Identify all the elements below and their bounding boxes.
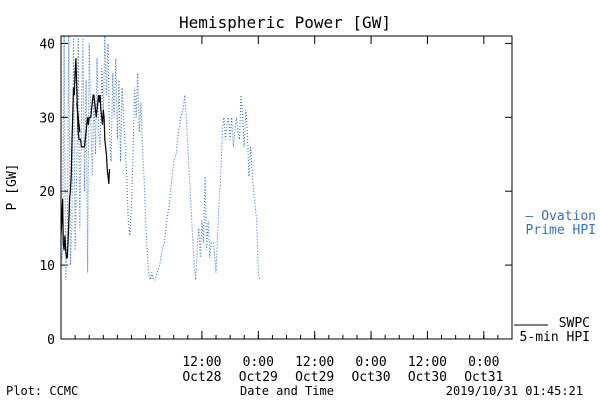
legend-swpc-line2: 5-min HPI xyxy=(520,330,590,345)
legend-ovation-line2: Prime HPI xyxy=(526,223,596,238)
ovation-prime-series-line xyxy=(61,36,261,281)
x-tick-label-time: 12:00 xyxy=(182,355,221,370)
y-axis: 0 10 20 30 40 xyxy=(39,37,512,348)
x-axis: 12:00Oct280:00Oct2912:00Oct290:00Oct3012… xyxy=(60,36,513,385)
legend-ovation-line1: — Ovation xyxy=(526,209,596,224)
x-tick-label-date: Oct29 xyxy=(295,370,334,385)
x-tick-label-date: Oct31 xyxy=(464,370,503,385)
x-tick-label-date: Oct28 xyxy=(182,370,221,385)
y-tick-label: 10 xyxy=(39,259,55,274)
x-tick-label-date: Oct30 xyxy=(408,370,447,385)
y-axis-label: P [GW] xyxy=(5,164,20,211)
swpc-hpi-series-segment xyxy=(76,102,81,133)
x-tick-label-time: 12:00 xyxy=(408,355,447,370)
x-tick-label-time: 0:00 xyxy=(243,355,274,370)
plot-credit: Plot: CCMC xyxy=(6,384,78,398)
legend-swpc-line1: SWPC xyxy=(559,316,590,331)
chart-title: Hemispheric Power [GW] xyxy=(179,13,391,32)
x-tick-label-time: 0:00 xyxy=(468,355,499,370)
x-tick-label-time: 12:00 xyxy=(295,355,334,370)
plot-area xyxy=(61,36,261,281)
x-tick-label-date: Oct30 xyxy=(351,370,390,385)
plot-frame xyxy=(60,35,513,340)
swpc-hpi-series-line xyxy=(61,58,111,259)
y-tick-label: 40 xyxy=(39,37,55,52)
y-tick-label: 0 xyxy=(47,333,55,348)
x-axis-label: Date and Time xyxy=(240,384,334,398)
y-tick-label: 20 xyxy=(39,185,55,200)
y-tick-label: 30 xyxy=(39,111,55,126)
plot-timestamp: 2019/10/31 01:45:21 xyxy=(446,384,583,398)
x-tick-label-date: Oct29 xyxy=(239,370,278,385)
x-tick-label-time: 0:00 xyxy=(355,355,386,370)
